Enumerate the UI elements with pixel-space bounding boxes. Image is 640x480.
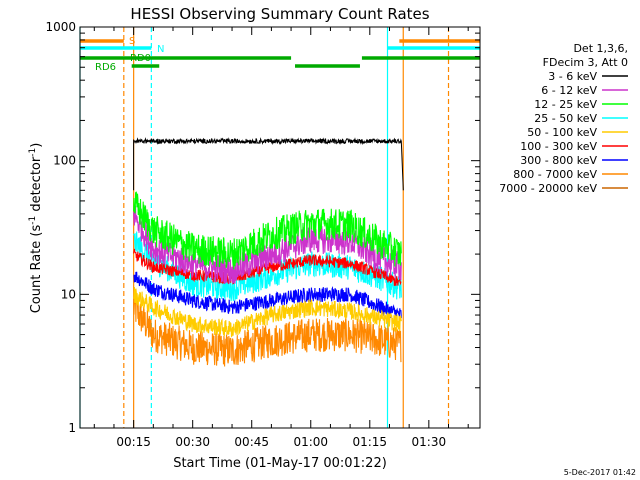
- legend-entry-label: 7000 - 20000 keV: [499, 182, 597, 195]
- y-tick-label: 10: [61, 287, 76, 301]
- x-tick-label: 01:30: [412, 435, 447, 449]
- series-line-50to100keV-kev: [133, 286, 402, 338]
- y-axis-label: Count Rate (s-1 detector-1): [28, 143, 44, 314]
- legend-entry-label: 50 - 100 keV: [527, 126, 597, 139]
- legend-entry-label: 12 - 25 keV: [534, 98, 597, 111]
- series-line-300to800keV-kev: [133, 271, 402, 321]
- series-line-100to300keV-kev: [133, 248, 402, 286]
- x-tick-label: 00:45: [234, 435, 269, 449]
- chart-title: HESSI Observing Summary Count Rates: [130, 5, 429, 23]
- legend-entry-label: 3 - 6 keV: [548, 70, 597, 83]
- legend-entry-label: 800 - 7000 keV: [513, 168, 597, 181]
- plot-frame: [79, 26, 481, 429]
- y-tick-label: 1: [68, 421, 76, 435]
- y-tick-label: 1000: [45, 20, 76, 34]
- x-tick-label: 01:15: [352, 435, 387, 449]
- series-line-3to6keV-kev: [133, 137, 404, 191]
- axis-ticks: 00:15 00:30 00:45 01:00 01:15 01:30 1 10 100 1000: [45, 20, 480, 449]
- legend-header-2: FDecim 3, Att 0: [543, 56, 628, 69]
- x-tick-label: 00:15: [116, 435, 151, 449]
- series-line-800to7000keV-kev: [133, 291, 402, 367]
- x-axis-label: Start Time (01-May-17 00:01:22): [173, 456, 387, 471]
- flag-label-rd0: RD0: [130, 53, 151, 64]
- flag-label-n: N: [157, 44, 164, 55]
- series-line-12to25keV-kev: [133, 191, 402, 270]
- legend-entry-label: 300 - 800 keV: [520, 154, 597, 167]
- legend-entry-label: 6 - 12 keV: [541, 84, 597, 97]
- series-line-6to12keV-kev: [133, 205, 402, 284]
- x-tick-label: 00:30: [175, 435, 210, 449]
- legend-entry-label: 100 - 300 keV: [520, 140, 597, 153]
- plot-area: S N RD0 RD6: [79, 27, 480, 428]
- y-tick-label: 100: [53, 154, 76, 168]
- legend-header-1: Det 1,3,6,: [573, 42, 628, 55]
- legend-entry-label: 25 - 50 keV: [534, 112, 597, 125]
- x-tick-label: 01:00: [293, 435, 328, 449]
- flag-label-s: S: [129, 36, 135, 47]
- flag-label-rd6: RD6: [95, 62, 116, 73]
- footer-timestamp: 5-Dec-2017 01:42: [564, 468, 636, 477]
